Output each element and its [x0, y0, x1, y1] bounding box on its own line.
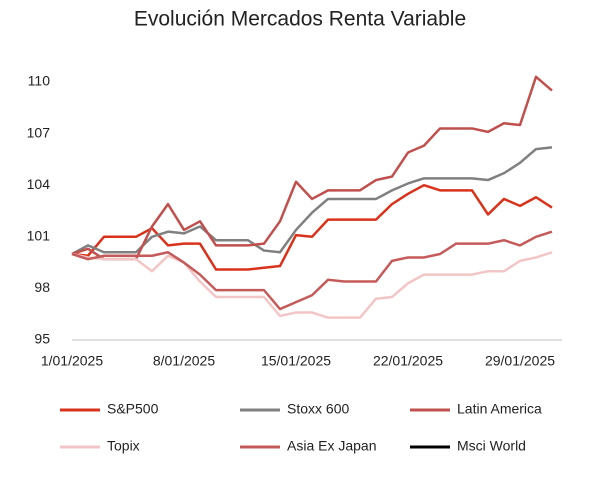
legend-label: Asia Ex Japan	[287, 438, 377, 454]
y-tick-label: 101	[27, 228, 51, 244]
y-tick-label: 95	[34, 331, 50, 347]
legend-label: Msci World	[457, 438, 526, 454]
x-tick-label: 22/01/2025	[373, 353, 443, 369]
legend-label: S&P500	[107, 401, 159, 417]
y-tick-label: 98	[34, 279, 50, 295]
x-tick-label: 1/01/2025	[41, 353, 103, 369]
series-line	[71, 75, 553, 261]
legend-label: Stoxx 600	[287, 401, 349, 417]
x-tick-label: 29/01/2025	[485, 353, 555, 369]
y-tick-label: 107	[27, 124, 51, 140]
legend-label: Latin America	[457, 401, 542, 417]
chart-title: Evolución Mercados Renta Variable	[134, 8, 466, 31]
x-tick-label: 15/01/2025	[261, 353, 331, 369]
series-line	[71, 146, 553, 256]
series-line	[71, 230, 553, 311]
legend-label: Topix	[107, 438, 140, 454]
x-tick-label: 8/01/2025	[153, 353, 215, 369]
series-line	[71, 251, 553, 319]
y-tick-label: 110	[28, 73, 51, 89]
y-tick-label: 104	[27, 176, 51, 192]
